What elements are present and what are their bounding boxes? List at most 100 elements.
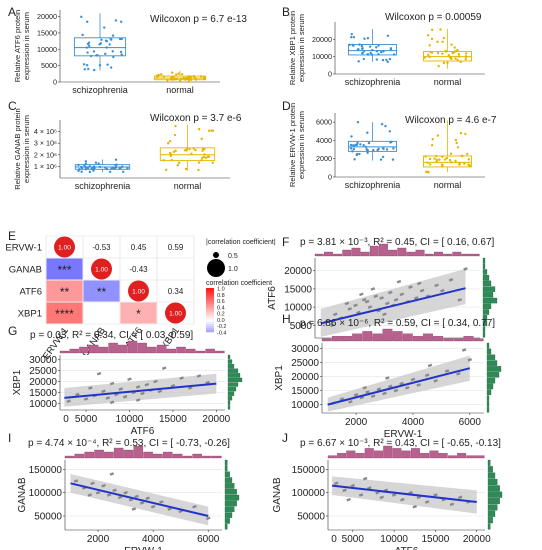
data-point [379, 296, 384, 300]
data-point [459, 132, 463, 135]
data-point [384, 124, 387, 128]
data-point [419, 288, 425, 293]
y-tick-label: 1 × 10⁶ [34, 162, 57, 171]
y-tick-label: 20000 [29, 377, 57, 388]
data-point [194, 148, 197, 152]
regression-stats-title: p = 6.67 × 10⁻³, R² = 0.43, CI = [ -0.65… [300, 438, 501, 449]
data-point [391, 493, 397, 497]
colorbar-step [206, 312, 214, 315]
data-point [205, 516, 211, 521]
data-point [426, 161, 429, 164]
corr-tile [46, 280, 83, 302]
data-point [131, 507, 137, 511]
hist-bar [227, 359, 233, 364]
hist-bar [369, 245, 379, 257]
hist-bar [342, 336, 352, 342]
data-point [380, 122, 384, 126]
y-tick-label: 15000 [291, 386, 319, 397]
hist-bar [202, 455, 212, 459]
side-histogram [227, 354, 243, 410]
data-point [349, 147, 353, 150]
data-point [371, 48, 374, 52]
data-point [352, 35, 356, 39]
regression-line [327, 367, 471, 406]
hist-bar [227, 391, 235, 396]
data-point [365, 390, 370, 394]
hist-bar [486, 348, 492, 355]
y-tick-label: 10000 [29, 399, 57, 410]
data-point [399, 292, 405, 297]
y-tick-label: 20000 [37, 12, 57, 21]
data-point [349, 143, 353, 147]
data-point [193, 76, 196, 79]
row-label: XBP1 [18, 309, 42, 320]
data-point [467, 163, 470, 166]
data-point [424, 155, 427, 158]
data-point [105, 396, 111, 400]
hist-bar [162, 451, 173, 459]
data-point [197, 168, 200, 172]
data-point [92, 169, 95, 172]
data-point [333, 481, 339, 486]
hist-bar [337, 453, 347, 459]
data-point [441, 155, 444, 158]
data-point [457, 52, 461, 56]
data-point [442, 36, 446, 40]
corr-cell: * [120, 302, 157, 324]
colorbar-tick: 0.4 [217, 305, 225, 311]
data-point [108, 43, 111, 46]
hist-bar [127, 340, 138, 354]
top-histogram [327, 445, 485, 459]
hist-bar [443, 253, 453, 257]
data-point [104, 52, 107, 56]
hist-bar [415, 249, 425, 257]
data-point [210, 129, 213, 132]
data-point [352, 44, 355, 47]
legend-circle-small [213, 252, 219, 258]
data-point [176, 164, 180, 167]
hist-bar [447, 455, 457, 459]
x-tick-label: normal [434, 77, 462, 87]
data-point [456, 371, 461, 376]
data-point [386, 60, 389, 64]
data-point [122, 170, 125, 174]
y-tick-label: 20000 [291, 372, 319, 383]
data-point [134, 494, 139, 499]
data-point [105, 46, 108, 49]
data-point [359, 143, 362, 146]
data-point [435, 158, 439, 162]
data-point [382, 50, 385, 53]
data-point [84, 168, 87, 171]
data-point [348, 399, 353, 404]
panel-letter: B [282, 5, 290, 19]
data-point [77, 169, 80, 173]
data-point [467, 158, 471, 161]
hist-bar [423, 333, 433, 342]
hist-bar [487, 491, 503, 498]
data-point [450, 43, 453, 46]
data-point [203, 153, 206, 156]
data-point [382, 312, 387, 317]
data-point [189, 75, 193, 78]
data-point [391, 158, 395, 161]
panel-b: B 0 10000 20000 Relative XBP1 protein express… [282, 5, 485, 87]
data-point [339, 397, 345, 401]
data-point [452, 51, 455, 55]
data-point [114, 19, 118, 22]
x-axis-label: ATF6 [131, 426, 155, 437]
hist-bar [486, 395, 490, 401]
data-point [167, 142, 170, 145]
data-point [352, 147, 356, 151]
hist-bar [108, 342, 118, 354]
data-point [127, 377, 132, 382]
hist-bar [227, 373, 241, 378]
data-point [350, 135, 353, 138]
data-point [400, 497, 405, 502]
data-point [440, 288, 445, 293]
corr-circle [91, 258, 112, 280]
data-point [95, 54, 98, 57]
hist-bar [486, 354, 496, 361]
panel-c: C 1 × 10⁶ 2 × 10⁶ 3 × 10⁶ 4 × 10⁶ Relative GA… [8, 99, 242, 191]
hist-bar [224, 483, 235, 489]
